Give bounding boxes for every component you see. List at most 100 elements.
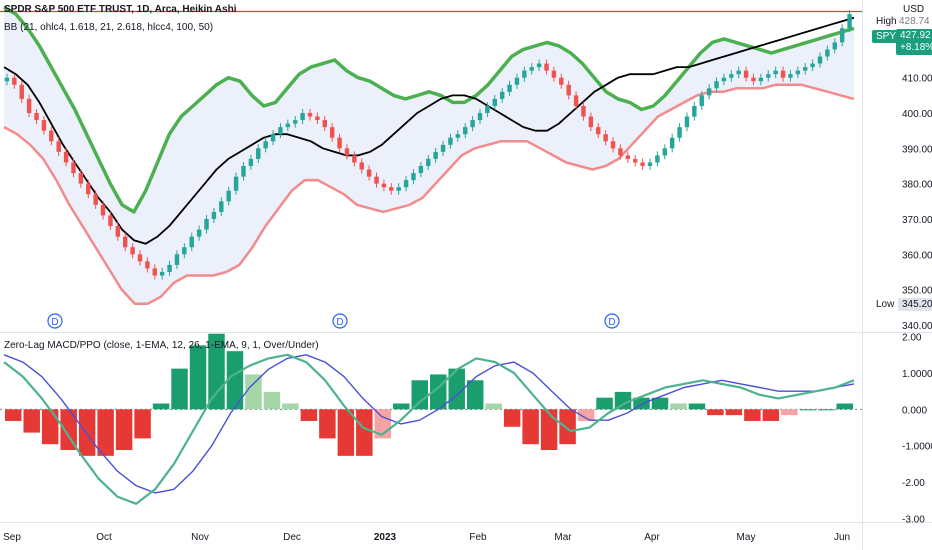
candle — [278, 127, 283, 135]
candle — [729, 74, 734, 78]
candle — [78, 173, 84, 184]
candle — [529, 67, 534, 71]
candle — [100, 204, 106, 216]
candle — [123, 236, 128, 248]
candle — [307, 113, 313, 117]
macd-histogram-bar — [577, 409, 595, 421]
macd-histogram-bar — [337, 409, 355, 456]
candle — [736, 70, 741, 75]
low-label: Low — [876, 299, 895, 310]
candle — [640, 162, 645, 166]
time-tick-label: Jun — [834, 532, 850, 543]
candle — [315, 116, 320, 121]
candle — [322, 120, 327, 128]
macd-histogram-bar — [393, 403, 410, 410]
high-value: 428.74 — [899, 16, 930, 27]
candle — [633, 158, 638, 163]
symbol-tag: SPY — [872, 30, 901, 43]
macd-histogram-bar — [725, 409, 743, 416]
bb-indicator-label: BB (21, ohlc4, 1.618, 21, 2.618, hlcc4, … — [4, 22, 214, 33]
candle — [825, 49, 830, 57]
macd-tick-label: -3.00 — [902, 514, 925, 525]
candle — [817, 56, 823, 64]
candle — [204, 218, 209, 230]
candle — [241, 166, 246, 177]
candle — [455, 134, 461, 138]
candle — [366, 169, 372, 177]
candle — [603, 134, 608, 142]
macd-histogram-bar — [134, 409, 151, 439]
high-label: High — [876, 16, 897, 27]
candle — [137, 254, 143, 262]
candle — [152, 268, 157, 276]
bb-basis — [3, 16, 855, 245]
candle — [788, 74, 793, 78]
candle — [211, 211, 217, 219]
macd-histogram-bar — [614, 391, 632, 410]
macd-histogram-bar — [559, 409, 576, 445]
macd-histogram-bar — [503, 409, 521, 427]
candle — [492, 98, 497, 106]
macd-indicator-label: Zero-Lag MACD/PPO (close, 1-EMA, 12, 26,… — [4, 340, 319, 351]
candle — [167, 264, 172, 272]
candle — [374, 176, 379, 184]
candle — [507, 84, 512, 92]
candle — [115, 226, 121, 237]
candle — [692, 105, 697, 117]
price-tick-label: 340.00 — [902, 321, 932, 332]
candle — [145, 261, 150, 269]
candle — [662, 148, 667, 156]
macd-histogram-bar — [263, 391, 281, 410]
candle — [625, 155, 631, 159]
candle — [256, 148, 261, 159]
candle — [485, 105, 490, 114]
candle — [189, 236, 194, 248]
candle — [359, 162, 364, 170]
macd-histogram-bar — [171, 368, 188, 410]
currency-label: USD — [903, 4, 925, 15]
price-tick-label: 350.00 — [902, 286, 932, 297]
candle — [514, 77, 520, 85]
macd-tick-label: -1.0000 — [902, 442, 932, 453]
time-tick-label: Feb — [469, 532, 487, 543]
macd-histogram-bar — [522, 409, 539, 445]
candle — [300, 113, 305, 121]
dividend-marker-label: D — [51, 317, 58, 328]
candle — [71, 162, 76, 174]
price-tick-label: 410.00 — [902, 74, 932, 85]
macd-histogram-bar — [41, 409, 59, 445]
dividend-marker-label: D — [336, 317, 343, 328]
candle — [773, 70, 778, 75]
bb-lower-band — [3, 83, 855, 305]
candle — [551, 70, 557, 78]
macd-histogram-bar — [836, 403, 853, 410]
price-tick-label: 370.00 — [902, 215, 932, 226]
candle — [669, 137, 675, 149]
macd-histogram-bar — [651, 397, 669, 410]
macd-tick-label: 0.000 — [902, 405, 927, 416]
candle — [684, 116, 690, 128]
macd-tick-label: -2.00 — [902, 478, 925, 489]
macd-histogram-bar — [152, 403, 170, 410]
candle — [448, 137, 453, 145]
candle — [536, 63, 542, 68]
bb-upper-band — [3, 5, 855, 214]
candle — [86, 183, 91, 195]
candle — [566, 84, 571, 96]
candle — [329, 127, 335, 138]
candle — [655, 155, 660, 163]
candle — [470, 120, 475, 128]
candle — [293, 120, 298, 124]
candle — [108, 215, 113, 227]
candle — [285, 123, 291, 128]
price-tick-label: 400.00 — [902, 109, 932, 120]
macd-histogram-bar — [226, 351, 244, 410]
dividend-marker — [332, 313, 348, 329]
candle — [810, 63, 815, 68]
time-tick-label: Nov — [191, 532, 209, 543]
low-value: 345.20 — [898, 298, 932, 311]
time-tick-label: Dec — [283, 532, 301, 543]
price-tick-label: 380.00 — [902, 180, 932, 191]
candle — [477, 113, 483, 121]
